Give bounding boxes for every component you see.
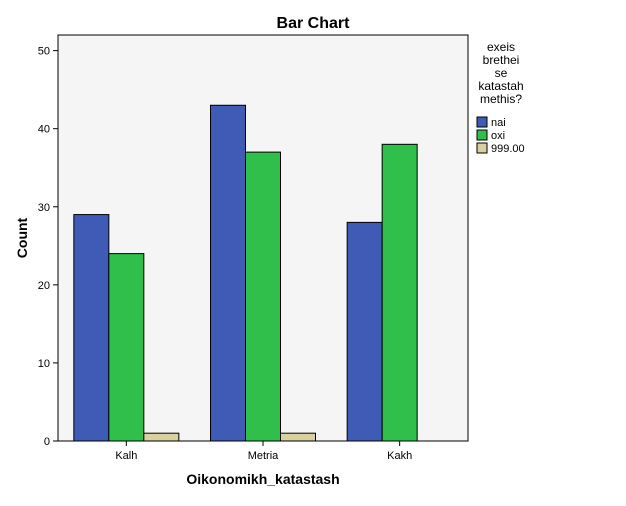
legend-title-line: katastah (478, 79, 523, 93)
x-tick-label: Kakh (387, 450, 412, 462)
y-axis-label: Count (14, 217, 30, 258)
legend-title-line: methis? (480, 92, 522, 106)
y-axis-ticks: 0 10 20 30 40 50 (38, 46, 58, 448)
y-tick-label: 50 (38, 46, 50, 58)
y-tick-label: 0 (44, 436, 50, 448)
bar-metria-oxi (245, 151, 281, 442)
legend-swatch (476, 129, 488, 141)
bar-kalh-oxi (108, 253, 145, 442)
y-tick-label: 20 (38, 280, 50, 292)
bars (73, 104, 418, 442)
chart-title: Bar Chart (277, 15, 351, 32)
bar-kalh-nai (73, 214, 110, 442)
bar-metria-nai (210, 104, 246, 442)
legend-entry-label: oxi (491, 130, 505, 142)
legend-title-line: se (495, 66, 508, 80)
legend-title-line: brethei (483, 53, 520, 67)
legend-swatch (476, 116, 488, 128)
legend-entry-label: 999.00 (491, 143, 525, 155)
y-tick-label: 30 (38, 202, 50, 214)
x-axis-label: Oikonomikh_katastash (186, 471, 339, 487)
x-axis-ticks: Kalh Metria Kakh (115, 441, 412, 462)
bar-kakh-oxi (381, 143, 418, 442)
y-tick-label: 10 (38, 358, 50, 370)
bar-kakh-nai (346, 221, 383, 442)
legend-title-line: exeis (487, 40, 515, 54)
bar-kalh-99900 (143, 432, 180, 442)
legend-swatch (476, 142, 488, 154)
bar-metria-99900 (280, 432, 316, 442)
legend-entry-label: nai (491, 117, 506, 129)
x-tick-label: Metria (248, 450, 279, 462)
x-tick-label: Kalh (115, 450, 137, 462)
y-tick-label: 40 (38, 124, 50, 136)
